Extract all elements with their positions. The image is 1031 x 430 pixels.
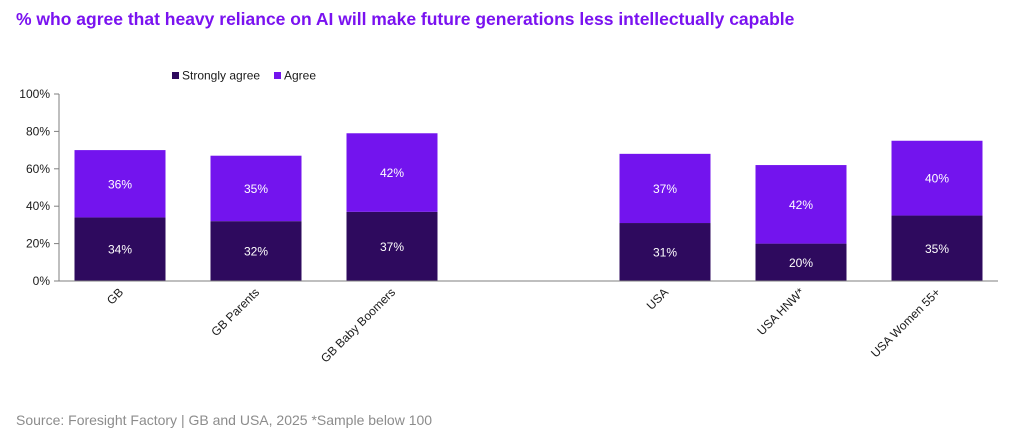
- bar-agree: [755, 165, 847, 244]
- bar-strongly-agree: [891, 215, 983, 281]
- data-label: 31%: [653, 246, 677, 260]
- legend-label-1: Agree: [284, 69, 316, 83]
- y-tick-label: 20%: [26, 237, 50, 251]
- data-label: 20%: [789, 256, 813, 270]
- y-tick-label: 40%: [26, 199, 50, 213]
- stacked-bar-chart: Strongly agree Agree 0% 20% 40% 60% 80% 100% 3…: [19, 69, 998, 365]
- legend: Strongly agree Agree: [172, 69, 316, 83]
- bar-strongly-agree: [619, 223, 711, 281]
- bar-strongly-agree: [74, 217, 166, 281]
- y-tick-label: 60%: [26, 162, 50, 176]
- data-label: 36%: [108, 177, 132, 191]
- bars: 34% 36% 32% 35% 37% 42% 31% 37% 20% 42% 35% 40%: [74, 133, 983, 281]
- bar-strongly-agree: [755, 243, 847, 281]
- legend-swatch-0: [172, 72, 179, 79]
- bar-agree: [619, 153, 711, 224]
- source-note: Source: Foresight Factory | GB and USA, …: [16, 412, 433, 428]
- legend-swatch-1: [274, 72, 281, 79]
- data-label: 42%: [789, 198, 813, 212]
- data-label: 37%: [653, 182, 677, 196]
- data-label: 34%: [108, 243, 132, 257]
- bar-agree: [346, 133, 438, 212]
- y-axis: 0% 20% 40% 60% 80% 100%: [19, 87, 60, 288]
- legend-label-0: Strongly agree: [182, 69, 260, 83]
- bar-agree: [74, 150, 166, 218]
- data-label: 35%: [244, 182, 268, 196]
- data-label: 32%: [244, 245, 268, 259]
- x-axis: GB GB Parents GB Baby Boomers USA USA HNW* US…: [59, 280, 998, 365]
- x-category-label: GB Parents: [208, 285, 262, 339]
- bar-strongly-agree: [346, 211, 438, 281]
- chart-title: % who agree that heavy reliance on AI wi…: [16, 9, 795, 29]
- bar-strongly-agree: [210, 221, 302, 281]
- data-label: 42%: [380, 166, 404, 180]
- data-label: 35%: [925, 242, 949, 256]
- x-category-label: USA Women 55+: [868, 285, 943, 360]
- data-label: 37%: [380, 240, 404, 254]
- x-category-label: USA HNW*: [754, 285, 807, 338]
- y-tick-label: 80%: [26, 124, 50, 138]
- y-tick-label: 0%: [33, 274, 51, 288]
- x-category-label: GB Baby Boomers: [318, 285, 398, 365]
- bar-agree: [210, 155, 302, 222]
- bar-agree: [891, 140, 983, 216]
- y-tick-label: 100%: [19, 87, 50, 101]
- data-label: 40%: [925, 172, 949, 186]
- x-category-label: USA: [644, 285, 671, 312]
- x-category-label: GB: [104, 285, 126, 307]
